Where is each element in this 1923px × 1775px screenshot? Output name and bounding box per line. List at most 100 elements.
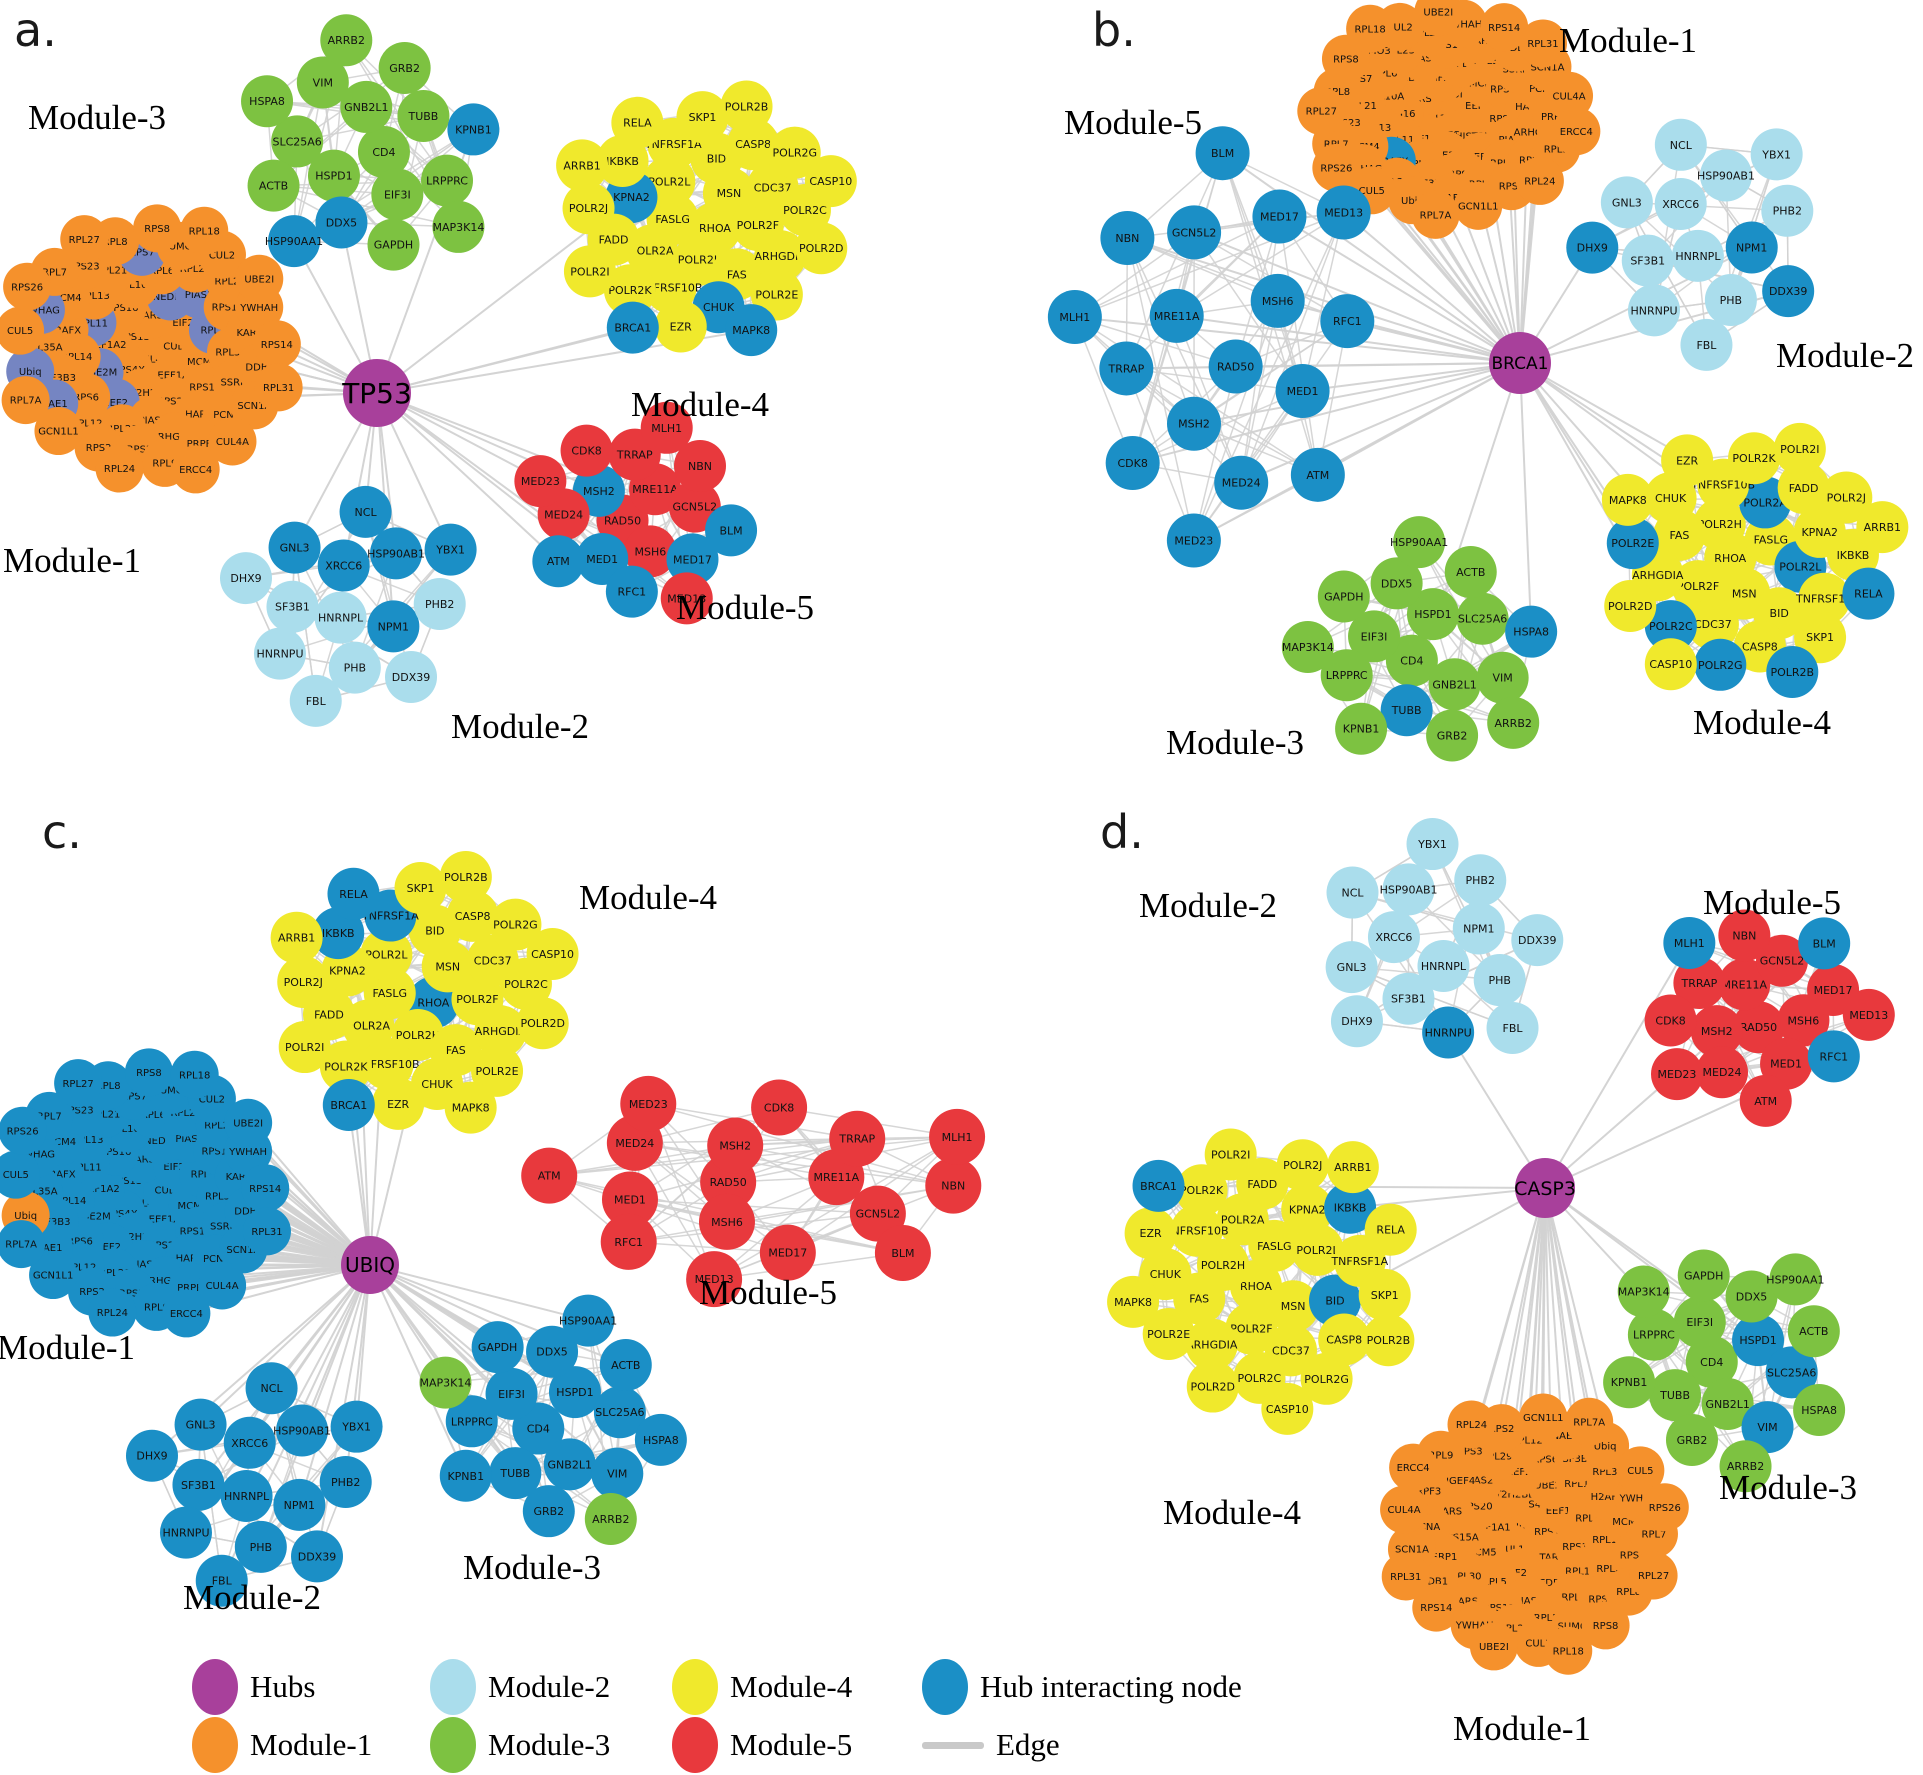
gene-node-label: YBX1 bbox=[435, 544, 465, 557]
gene-node-label: RHOA bbox=[417, 996, 449, 1009]
edge bbox=[345, 39, 448, 182]
gene-node-DHX9: DHX9 bbox=[219, 552, 272, 605]
gene-node-RPL7A: RPL7A bbox=[1411, 190, 1460, 239]
gene-node-label: RPS2 bbox=[86, 443, 112, 454]
gene-node-label: HNRNPU bbox=[1630, 304, 1677, 317]
gene-node-label: CASP8 bbox=[455, 910, 491, 923]
gene-node-label: RELA bbox=[1854, 588, 1883, 601]
gene-node-label: RAD50 bbox=[710, 1176, 747, 1189]
gene-node-label: POLR2J bbox=[569, 202, 608, 215]
module-label-Module-5: Module-5 bbox=[1064, 103, 1202, 142]
gene-node-label: CUL4A bbox=[1388, 1505, 1421, 1516]
gene-node-DHX9: DHX9 bbox=[125, 1429, 178, 1482]
gene-node-label: GCN1L1 bbox=[33, 1271, 74, 1282]
gene-node-label: FBL bbox=[1503, 1022, 1524, 1035]
module-label-Module-4: Module-4 bbox=[1693, 703, 1831, 742]
gene-node-label: HSP90AA1 bbox=[1390, 536, 1448, 549]
module-label-Module-5: Module-5 bbox=[1703, 883, 1841, 922]
gene-node-label: MSH2 bbox=[1701, 1025, 1733, 1038]
hub-edge bbox=[1544, 1187, 1591, 1422]
gene-node-label: SLC25A6 bbox=[1767, 1366, 1816, 1379]
gene-node-NPM1: NPM1 bbox=[1452, 902, 1505, 955]
gene-node-label: VIM bbox=[313, 76, 333, 89]
gene-node-label: EZR bbox=[1676, 454, 1698, 467]
gene-node-circle bbox=[34, 407, 83, 456]
gene-node-label: CDK8 bbox=[1117, 457, 1147, 470]
gene-node-NCL: NCL bbox=[339, 485, 392, 538]
gene-node-HNRNPU: HNRNPU bbox=[159, 1506, 212, 1559]
gene-node-POLR2G: POLR2G bbox=[1694, 638, 1747, 691]
hub-edge bbox=[1343, 211, 1521, 364]
gene-node-circle bbox=[640, 401, 693, 454]
gene-node-label: FBL bbox=[1696, 339, 1717, 352]
hub-label: CASP3 bbox=[1514, 1178, 1576, 1200]
hub-edge bbox=[1193, 362, 1521, 425]
gene-node-label: MAPK8 bbox=[452, 1102, 490, 1115]
gene-node-MSH2: MSH2 bbox=[1167, 396, 1222, 451]
gene-node-label: POLR2D bbox=[1608, 600, 1653, 613]
gene-node-EIF3I: EIF3I bbox=[1673, 1296, 1726, 1349]
gene-node-label: SLC25A6 bbox=[1458, 613, 1507, 626]
gene-node-PHB2: PHB2 bbox=[1761, 184, 1814, 237]
gene-node-label: IKBKB bbox=[1334, 1202, 1367, 1215]
gene-node-EZR: EZR bbox=[654, 300, 707, 353]
gene-node-RPL27: RPL27 bbox=[1297, 87, 1346, 136]
gene-node-label: TRRAP bbox=[1107, 362, 1144, 375]
edge bbox=[1176, 315, 1242, 483]
gene-node-ATM: ATM bbox=[1739, 1074, 1792, 1127]
gene-node-label: RPL27 bbox=[1306, 107, 1337, 118]
gene-node-label: MAP3K14 bbox=[1618, 1285, 1670, 1298]
gene-node-label: HSPA8 bbox=[249, 95, 285, 108]
gene-node-label: POLR2I bbox=[1780, 443, 1819, 456]
gene-node-label: MED13 bbox=[1849, 1009, 1888, 1022]
gene-node-GAPDH: GAPDH bbox=[367, 218, 420, 271]
gene-node-label: KPNB1 bbox=[447, 1470, 484, 1483]
gene-node-label: SF3B1 bbox=[1391, 993, 1426, 1006]
gene-node-label: RELA bbox=[339, 888, 368, 901]
module-label-Module-2: Module-2 bbox=[183, 1578, 321, 1617]
gene-node-label: RPL31 bbox=[263, 383, 294, 394]
gene-node-label: POLR2I bbox=[570, 265, 609, 278]
gene-node-GNB2L1: GNB2L1 bbox=[340, 80, 393, 133]
gene-node-label: RPS26 bbox=[1649, 1503, 1681, 1514]
gene-node-YBX1: YBX1 bbox=[424, 523, 477, 576]
gene-node-label: TUBB bbox=[1391, 704, 1422, 717]
gene-node-CUL5: CUL5 bbox=[0, 306, 45, 355]
gene-node-label: HNRNPU bbox=[1425, 1026, 1472, 1039]
gene-node-ARRB1: ARRB1 bbox=[1856, 501, 1909, 554]
gene-node-circle bbox=[367, 600, 420, 653]
gene-node-label: RFC1 bbox=[618, 586, 647, 599]
edge bbox=[1127, 237, 1348, 322]
gene-node-CASP10: CASP10 bbox=[526, 927, 579, 980]
hub-edge bbox=[1302, 362, 1521, 393]
gene-node-label: CD4 bbox=[1700, 1356, 1723, 1369]
edge bbox=[1074, 316, 1319, 476]
gene-node-label: VIM bbox=[1492, 672, 1512, 685]
gene-node-circle bbox=[378, 42, 431, 95]
gene-node-label: DDX5 bbox=[1736, 1290, 1767, 1303]
gene-node-circle bbox=[676, 91, 729, 144]
gene-node-RELA: RELA bbox=[611, 96, 664, 149]
gene-node-ERCC4: ERCC4 bbox=[1389, 1443, 1438, 1492]
gene-node-HSP90AB1: HSP90AB1 bbox=[367, 527, 425, 580]
gene-node-label: MAPK8 bbox=[732, 324, 770, 337]
gene-node-label: GNB2L1 bbox=[1432, 678, 1476, 691]
gene-node-HSPA8: HSPA8 bbox=[1505, 605, 1558, 658]
gene-node-RELA: RELA bbox=[1364, 1203, 1417, 1256]
gene-node-label: FAS bbox=[727, 268, 747, 281]
gene-node-label: TARS bbox=[136, 311, 162, 322]
gene-node-label: FAS bbox=[1189, 1292, 1209, 1305]
legend-item-module1: Module-1 bbox=[192, 1716, 372, 1774]
gene-node-label: ERCC4 bbox=[170, 1309, 203, 1320]
module-label-Module-1: Module-1 bbox=[1559, 21, 1697, 60]
gene-node-circle bbox=[296, 56, 349, 109]
gene-node-SF3B1: SF3B1 bbox=[266, 580, 319, 633]
gene-node-label: POLR2D bbox=[520, 1017, 565, 1030]
gene-node-GNB2L1: GNB2L1 bbox=[543, 1438, 596, 1491]
gene-node-VIM: VIM bbox=[296, 56, 349, 109]
gene-node-label: CASP10 bbox=[531, 948, 574, 961]
gene-node-label: RPL11 bbox=[77, 318, 108, 329]
gene-node-ATM: ATM bbox=[521, 1147, 578, 1204]
gene-node-label: HSPA8 bbox=[1513, 626, 1549, 639]
gene-node-label: MED23 bbox=[629, 1098, 668, 1111]
